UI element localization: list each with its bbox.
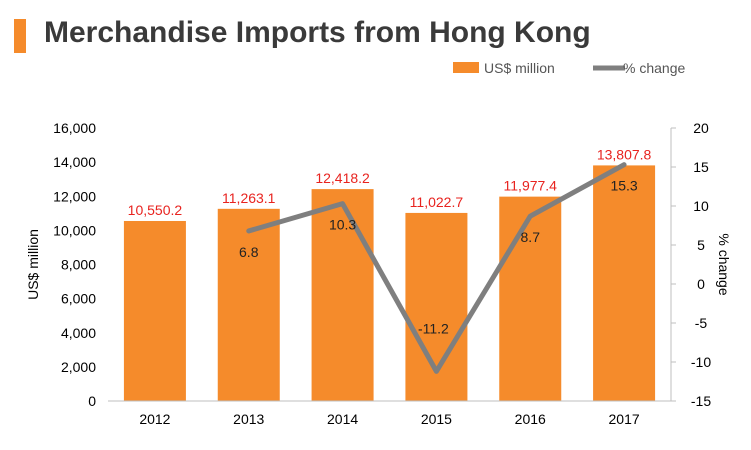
y2-axis-title: % change bbox=[716, 233, 732, 295]
y-tick-label: 16,000 bbox=[53, 120, 96, 136]
y2-tick-label: -15 bbox=[691, 393, 711, 409]
bar-value-label: 11,977.4 bbox=[504, 178, 558, 194]
line-value-label: 8.7 bbox=[521, 229, 541, 245]
line-value-label: 15.3 bbox=[610, 178, 637, 194]
y-axis-title: US$ million bbox=[25, 229, 41, 300]
x-tick-label: 2013 bbox=[233, 411, 264, 427]
x-tick-label: 2014 bbox=[327, 411, 358, 427]
y2-tick-label: -5 bbox=[695, 315, 708, 331]
bar-2012 bbox=[123, 220, 186, 401]
y2-tick-label: 0 bbox=[697, 276, 705, 292]
legend-line-label: % change bbox=[623, 60, 685, 76]
chart-title: Merchandise Imports from Hong Kong bbox=[44, 16, 591, 49]
pct-change-line bbox=[246, 162, 627, 374]
legend-bar-label: US$ million bbox=[484, 60, 555, 76]
title-accent-bar bbox=[14, 19, 26, 53]
y-tick-label: 14,000 bbox=[53, 154, 96, 170]
bar-2016 bbox=[499, 196, 562, 401]
line-value-label: 10.3 bbox=[329, 217, 356, 233]
x-tick-label: 2012 bbox=[139, 411, 170, 427]
bar-2014 bbox=[311, 189, 374, 401]
legend-bar-swatch bbox=[453, 62, 479, 73]
y-tick-label: 12,000 bbox=[53, 188, 96, 204]
y2-tick-label: 10 bbox=[693, 198, 709, 214]
y-tick-label: 0 bbox=[88, 393, 96, 409]
x-tick-label: 2015 bbox=[421, 411, 452, 427]
y2-tick-label: 20 bbox=[693, 120, 709, 136]
x-tick-label: 2017 bbox=[609, 411, 640, 427]
bar-value-label: 10,550.2 bbox=[128, 202, 183, 218]
y2-tick-label: -10 bbox=[691, 354, 711, 370]
x-tick-label: 2016 bbox=[515, 411, 546, 427]
y2-tick-label: 15 bbox=[693, 159, 709, 175]
bar-2017 bbox=[593, 165, 656, 401]
line-value-label: -11.2 bbox=[418, 320, 449, 336]
bar-value-label: 13,807.8 bbox=[597, 146, 652, 162]
line-value-label: 6.8 bbox=[239, 244, 259, 260]
y-tick-label: 8,000 bbox=[61, 257, 96, 273]
y-tick-label: 2,000 bbox=[61, 359, 96, 375]
bar-2013 bbox=[217, 208, 280, 401]
y-tick-label: 6,000 bbox=[61, 291, 96, 307]
bar-value-label: 11,263.1 bbox=[222, 190, 276, 206]
y-tick-label: 10,000 bbox=[53, 222, 96, 238]
y-tick-label: 4,000 bbox=[61, 325, 96, 341]
bar-value-label: 11,022.7 bbox=[410, 194, 464, 210]
y2-tick-label: 5 bbox=[697, 237, 705, 253]
bar-value-label: 12,418.2 bbox=[315, 170, 370, 186]
